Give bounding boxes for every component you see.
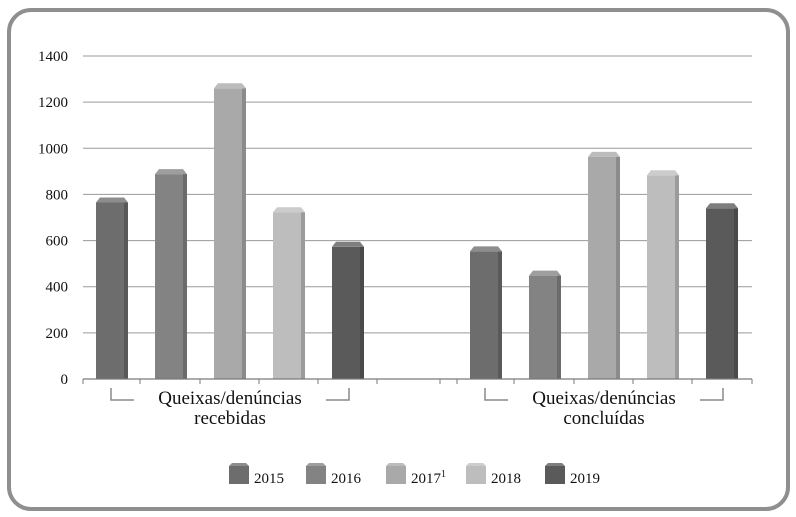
legend-item: 20171 [386, 463, 446, 487]
legend-label: 2018 [491, 471, 521, 487]
bar-body [155, 174, 187, 379]
y-tick-label: 200 [46, 326, 69, 342]
y-tick-label: 1000 [38, 141, 68, 157]
category-bracket [110, 388, 134, 401]
gridlines [83, 55, 752, 334]
bar [96, 197, 128, 379]
legend-item: 2019 [545, 463, 600, 487]
category-label-line: Queixas/denúncias [532, 388, 676, 409]
legend: 2015 2016 20171 2018 2019 [229, 463, 600, 487]
bar-cap [647, 170, 679, 176]
x-axis [82, 378, 753, 384]
legend-swatch-cap [386, 463, 406, 466]
legend-item: 2015 [229, 463, 284, 487]
legend-swatch-cap [466, 463, 486, 466]
bar-body [273, 212, 305, 379]
bar-side [242, 88, 246, 380]
bar [470, 246, 502, 379]
bar-side [675, 175, 679, 379]
legend-swatch-cap [306, 463, 326, 466]
bar-cap [214, 83, 246, 89]
bar [706, 203, 738, 379]
legend-swatch-cap [229, 463, 249, 466]
category-label-line: Queixas/denúncias [158, 388, 302, 409]
bar [647, 170, 679, 379]
legend-label: 2015 [254, 471, 284, 487]
bar-body [214, 88, 246, 380]
y-axis-ticks: 0 200 400 600 800 1000 1200 1400 [38, 49, 68, 388]
bar-side [616, 156, 620, 379]
y-tick-label: 800 [46, 187, 69, 203]
bar-cap [332, 241, 364, 247]
bar-side [360, 246, 364, 379]
legend-superscript: 1 [441, 469, 446, 480]
bar-body [588, 156, 620, 379]
legend-label: 20171 [411, 469, 446, 487]
bar-side [498, 251, 502, 379]
bar-cap [96, 197, 128, 203]
category-label-line: concluídas [563, 408, 644, 429]
bar-body [529, 275, 561, 379]
bars [96, 83, 738, 380]
bar-cap [588, 151, 620, 157]
bar-body [647, 175, 679, 379]
category-bracket [700, 388, 724, 401]
y-tick-label: 400 [46, 280, 69, 296]
bar [332, 241, 364, 379]
bar-cap [529, 270, 561, 276]
bar-cap [273, 207, 305, 213]
y-tick-label: 600 [46, 234, 69, 250]
category-bracket [326, 388, 350, 401]
legend-item: 2018 [466, 463, 521, 487]
bar-side [183, 174, 187, 379]
bar [529, 270, 561, 379]
legend-swatch [466, 466, 486, 484]
bar-cap [706, 203, 738, 209]
bar-body [706, 208, 738, 379]
bar-cap [155, 169, 187, 175]
y-tick-label: 0 [61, 372, 69, 388]
legend-swatch-cap [545, 463, 565, 466]
bar-body [96, 202, 128, 379]
bar-cap [470, 246, 502, 252]
legend-label: 2016 [331, 471, 362, 487]
category-bracket [484, 388, 508, 401]
bar [588, 151, 620, 379]
bar-side [301, 212, 305, 379]
bar-body [332, 246, 364, 379]
category-labels: Queixas/denúnciasrecebidasQueixas/denúnc… [110, 388, 724, 429]
legend-item: 2016 [306, 463, 362, 487]
y-tick-label: 1200 [38, 95, 68, 111]
y-tick-label: 1400 [38, 49, 68, 65]
bar [214, 83, 246, 380]
bar-side [557, 275, 561, 379]
legend-label: 2019 [570, 471, 600, 487]
legend-swatch [545, 466, 565, 484]
legend-swatch [386, 466, 406, 484]
bar [273, 207, 305, 379]
bar [155, 169, 187, 379]
bar-body [470, 251, 502, 379]
bar-side [734, 208, 738, 379]
bar-side [124, 202, 128, 379]
legend-swatch [306, 466, 326, 484]
legend-swatch [229, 466, 249, 484]
category-label-line: recebidas [194, 408, 266, 429]
